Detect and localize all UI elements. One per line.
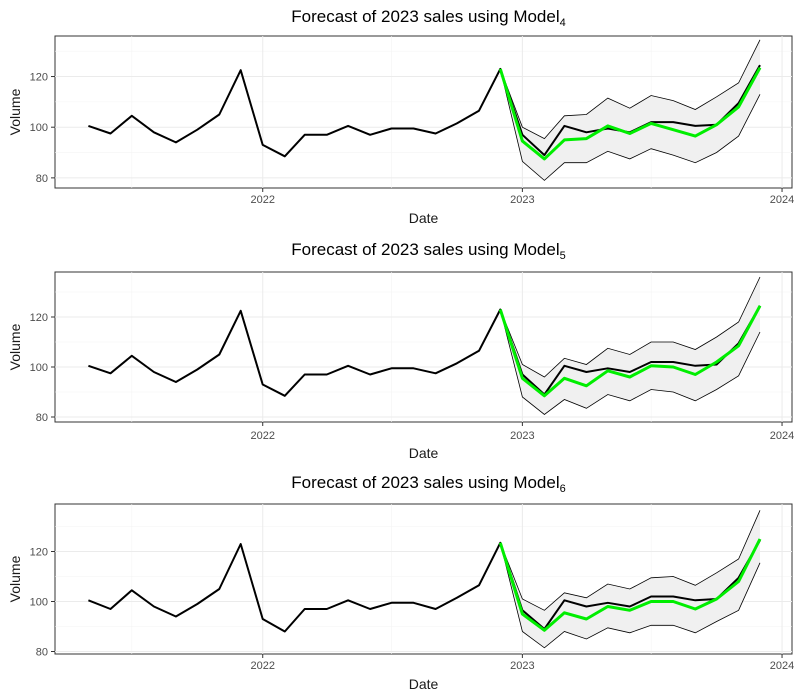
chart-1-y-tick-label: 80 <box>36 173 48 185</box>
chart-2-x-axis-title: Date <box>409 445 439 461</box>
chart-2-x-tick-label: 2024 <box>770 430 794 442</box>
chart-3-lower-bound-line <box>499 542 761 649</box>
chart-3-actual-line <box>88 539 761 633</box>
chart-1-x-tick-label: 2023 <box>510 194 534 206</box>
chart-1-title: Forecast of 2023 sales using Model4 <box>291 7 566 29</box>
chart-2-x-tick-label: 2022 <box>250 430 274 442</box>
chart-2-y-tick-label: 80 <box>36 412 48 424</box>
chart-2-actual-line <box>88 305 761 397</box>
chart-3-x-tick-label: 2024 <box>770 660 794 672</box>
chart-1-prediction-interval <box>500 39 760 181</box>
chart-2-x-tick-label: 2023 <box>510 430 534 442</box>
chart-2-y-axis-title: Volume <box>7 323 23 370</box>
chart-3-y-axis-title: Volume <box>7 555 23 602</box>
chart-1-x-tick-label: 2024 <box>770 194 794 206</box>
chart-1-lower-bound-line <box>499 68 761 181</box>
chart-1-x-tick-label: 2022 <box>250 194 274 206</box>
chart-3-forecast-line <box>498 538 762 632</box>
chart-3-y-tick-label: 100 <box>30 597 48 609</box>
chart-2-forecast-line <box>498 305 762 398</box>
chart-1-title-subscript: 4 <box>560 17 566 29</box>
chart-2-title-subscript: 5 <box>560 250 566 262</box>
chart-1: 2022 2023 2024 80 100 120 Forecast of 2023 sal… <box>7 7 794 226</box>
chart-2-title-text: Forecast of 2023 sales using Model <box>291 240 559 259</box>
chart-3-y-tick-label: 120 <box>30 547 48 559</box>
chart-1-forecast-line <box>498 66 762 161</box>
chart-1-x-axis-title: Date <box>409 210 439 226</box>
chart-1-y-tick-label: 120 <box>30 72 48 84</box>
chart-3-y-tick-label: 80 <box>36 647 48 659</box>
chart-3-x-tick-label: 2022 <box>250 660 274 672</box>
chart-1-upper-bound-line <box>499 39 761 140</box>
chart-2-title: Forecast of 2023 sales using Model5 <box>291 240 566 262</box>
chart-1-y-tick-label: 100 <box>30 122 48 134</box>
chart-2-y-tick-label: 100 <box>30 362 48 374</box>
chart-2-upper-bound-line <box>499 276 761 378</box>
chart-3-title: Forecast of 2023 sales using Model6 <box>291 473 566 495</box>
chart-3-title-text: Forecast of 2023 sales using Model <box>291 473 559 492</box>
chart-2-y-tick-label: 120 <box>30 312 48 324</box>
chart-3-upper-bound-line <box>499 510 761 611</box>
chart-3-x-axis-title: Date <box>409 676 439 692</box>
chart-2: 2022 2023 2024 80 100 120 Forecast of 2023 sal… <box>7 240 794 461</box>
chart-3: 2022 2023 2024 80 100 120 Forecast of 2023 sal… <box>7 473 794 692</box>
chart-3-x-tick-label: 2023 <box>510 660 534 672</box>
chart-1-y-axis-title: Volume <box>7 88 23 135</box>
chart-2-lower-bound-line <box>499 309 761 416</box>
chart-3-title-subscript: 6 <box>560 483 566 495</box>
chart-1-title-text: Forecast of 2023 sales using Model <box>291 7 559 26</box>
